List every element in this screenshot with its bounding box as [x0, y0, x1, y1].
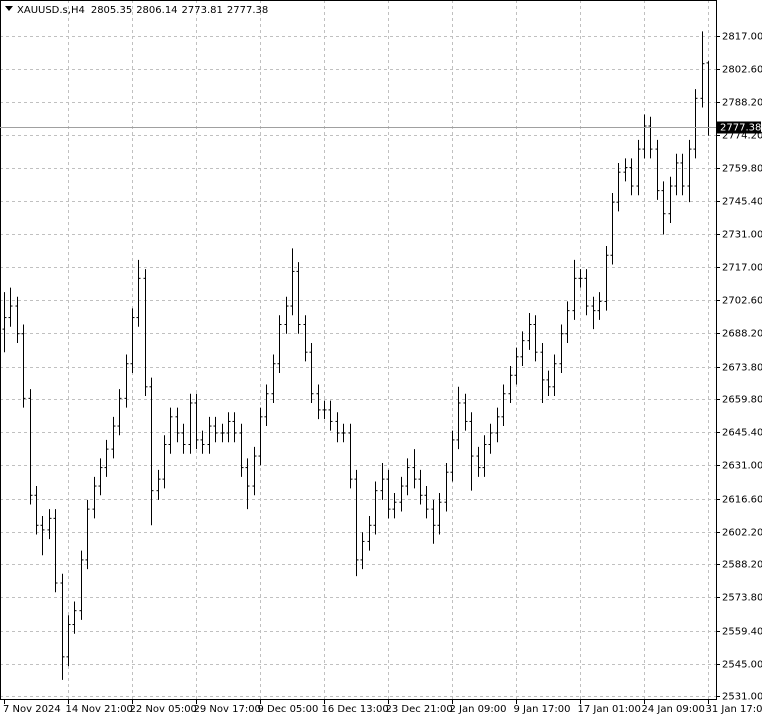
x-tick-label: 29 Nov 17:00	[194, 704, 261, 715]
y-tick-label: 2802.60	[722, 65, 762, 76]
y-tick-label: 2673.80	[722, 363, 762, 374]
current-price-label: 2777.38	[720, 123, 761, 134]
y-tick-label: 2616.60	[722, 495, 762, 506]
menu-triangle[interactable]	[5, 6, 13, 11]
x-tick-label: 24 Jan 09:00	[642, 704, 705, 715]
x-tick-label: 2 Jan 09:00	[450, 704, 507, 715]
x-tick-label: 14 Nov 21:00	[66, 704, 133, 715]
x-tick-label: 16 Dec 13:00	[322, 704, 389, 715]
grid	[0, 0, 716, 700]
plot-border	[0, 0, 717, 700]
axes: 2817.00 2802.60 2788.20 2774.20 2759.80 2745.…	[0, 32, 762, 715]
x-tick-label: 31 Jan 17:00	[706, 704, 762, 715]
current-price-box	[717, 121, 761, 134]
y-tick-label: 2702.60	[722, 296, 762, 307]
y-tick-label: 2631.00	[722, 461, 762, 472]
y-tick-label: 2745.40	[722, 197, 762, 208]
y-tick-label: 2759.80	[722, 164, 762, 175]
x-tick-label: 7 Nov 2024	[3, 704, 61, 715]
y-tick-label: 2588.20	[722, 560, 762, 571]
header-close: 2777.38	[227, 5, 268, 16]
header-open: 2805.35	[91, 5, 132, 16]
bars	[2, 31, 711, 680]
y-tick-label: 2688.20	[722, 329, 762, 340]
y-tick-label: 2645.40	[722, 428, 762, 439]
y-tick-label: 2731.00	[722, 230, 762, 241]
chart-title: XAUUSD.s,H4	[17, 5, 85, 16]
y-tick-label: 2545.00	[722, 660, 762, 671]
y-tick-label: 2602.20	[722, 528, 762, 539]
y-tick-label: 2717.00	[722, 263, 762, 274]
y-tick-label: 2573.80	[722, 593, 762, 604]
chart-header: XAUUSD.s,H4 2805.35 2806.14 2773.81 2777.38	[17, 5, 268, 16]
x-tick-label: 9 Dec 05:00	[258, 704, 319, 715]
header-low: 2773.81	[182, 5, 223, 16]
y-tick-label: 2659.80	[722, 395, 762, 406]
header-high: 2806.14	[136, 5, 177, 16]
x-tick-label: 9 Jan 17:00	[514, 704, 571, 715]
y-tick-label: 2774.20	[722, 131, 762, 142]
x-tick-label: 23 Dec 21:00	[386, 704, 453, 715]
y-tick-label: 2531.00	[722, 692, 762, 703]
x-tick-label: 17 Jan 01:00	[578, 704, 641, 715]
y-tick-label: 2788.20	[722, 98, 762, 109]
y-tick-label: 2559.40	[722, 627, 762, 638]
x-tick-label: 22 Nov 05:00	[130, 704, 197, 715]
y-tick-label: 2817.00	[722, 32, 762, 43]
